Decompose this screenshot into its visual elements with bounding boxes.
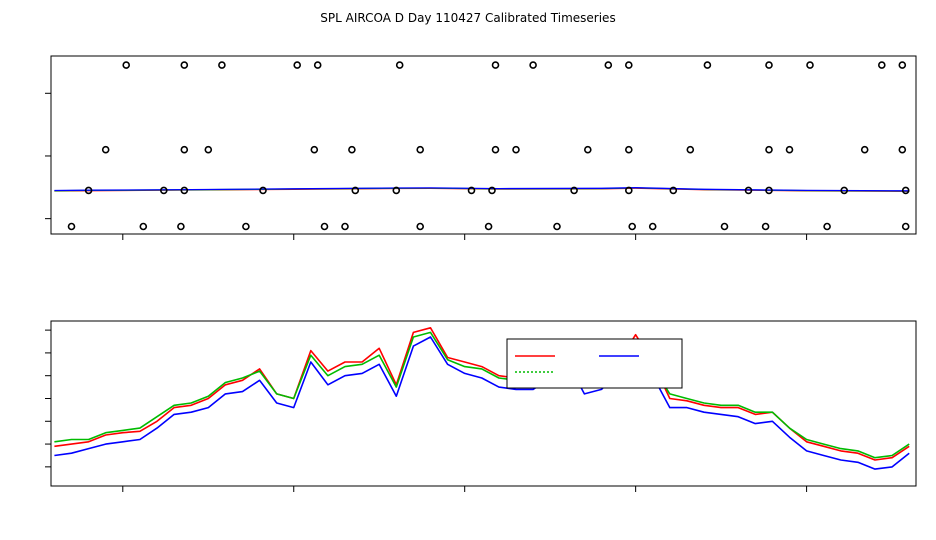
bottom-panel <box>45 320 917 492</box>
scatter-point <box>765 186 773 195</box>
scatter-point <box>765 145 773 154</box>
scatter-point <box>765 61 773 69</box>
scatter-point <box>348 145 356 154</box>
scatter-point <box>901 222 910 231</box>
series-line-1 <box>54 327 910 461</box>
scatter-point <box>180 145 189 154</box>
scatter-point <box>898 61 907 69</box>
scatter-point <box>320 222 329 231</box>
top-panel <box>45 55 917 240</box>
series-line-3 <box>54 336 910 470</box>
scatter-point <box>703 61 712 69</box>
scatter-point <box>313 61 322 69</box>
page-title: SPL AIRCOA D Day 110427 Calibrated Times… <box>320 11 615 25</box>
scatter-point <box>392 186 401 195</box>
scatter-point <box>160 186 168 195</box>
scatter-point <box>180 186 189 195</box>
scatter-point <box>628 222 637 231</box>
scatter-point <box>529 61 537 69</box>
scatter-point <box>583 145 592 154</box>
scatter-point <box>177 222 185 231</box>
scatter-point <box>122 61 130 69</box>
scatter-point <box>204 145 213 154</box>
scatter-point <box>570 186 578 195</box>
scatter-point <box>624 61 633 69</box>
scatter-point <box>259 186 267 195</box>
scatter-point <box>310 145 319 154</box>
scatter-point <box>84 186 93 195</box>
scatter-point <box>744 186 753 195</box>
scatter-point <box>416 222 425 231</box>
scatter-point <box>218 61 226 69</box>
scatter-point <box>512 145 520 154</box>
scatter-point <box>553 222 561 231</box>
scatter-point <box>898 145 907 154</box>
legend-box <box>506 338 683 389</box>
scatter-point <box>624 145 633 154</box>
plot-frame <box>50 55 917 235</box>
scatter-point <box>785 145 794 154</box>
legend <box>506 338 683 389</box>
series-line-2 <box>54 331 910 459</box>
calibrated-line <box>54 187 910 192</box>
scatter-point <box>293 61 302 69</box>
scatter-point <box>242 222 250 231</box>
scatter-point <box>877 61 886 69</box>
plot-frame <box>50 320 917 487</box>
scatter-point <box>761 222 770 231</box>
scatter-point <box>624 186 633 195</box>
scatter-point <box>604 61 613 69</box>
scatter-point <box>823 222 831 231</box>
scatter-point <box>491 61 500 69</box>
scatter-point <box>139 222 148 231</box>
scatter-point <box>395 61 404 69</box>
scatter-point <box>860 145 869 154</box>
scatter-point <box>180 61 189 69</box>
scatter-point <box>840 186 849 195</box>
scatter-point <box>648 222 657 231</box>
scatter-point <box>101 145 110 154</box>
scatter-point <box>720 222 729 231</box>
scatter-point <box>67 222 76 231</box>
scatter-point <box>341 222 349 231</box>
scatter-point <box>416 145 425 154</box>
scatter-point <box>901 186 910 195</box>
scatter-point <box>467 186 476 195</box>
scatter-point <box>669 186 678 195</box>
scatter-point <box>351 186 360 195</box>
scatter-point <box>484 222 493 231</box>
scatter-point <box>686 145 695 154</box>
scatter-point <box>806 61 814 69</box>
scatter-point <box>491 145 500 154</box>
scatter-point <box>488 186 496 195</box>
